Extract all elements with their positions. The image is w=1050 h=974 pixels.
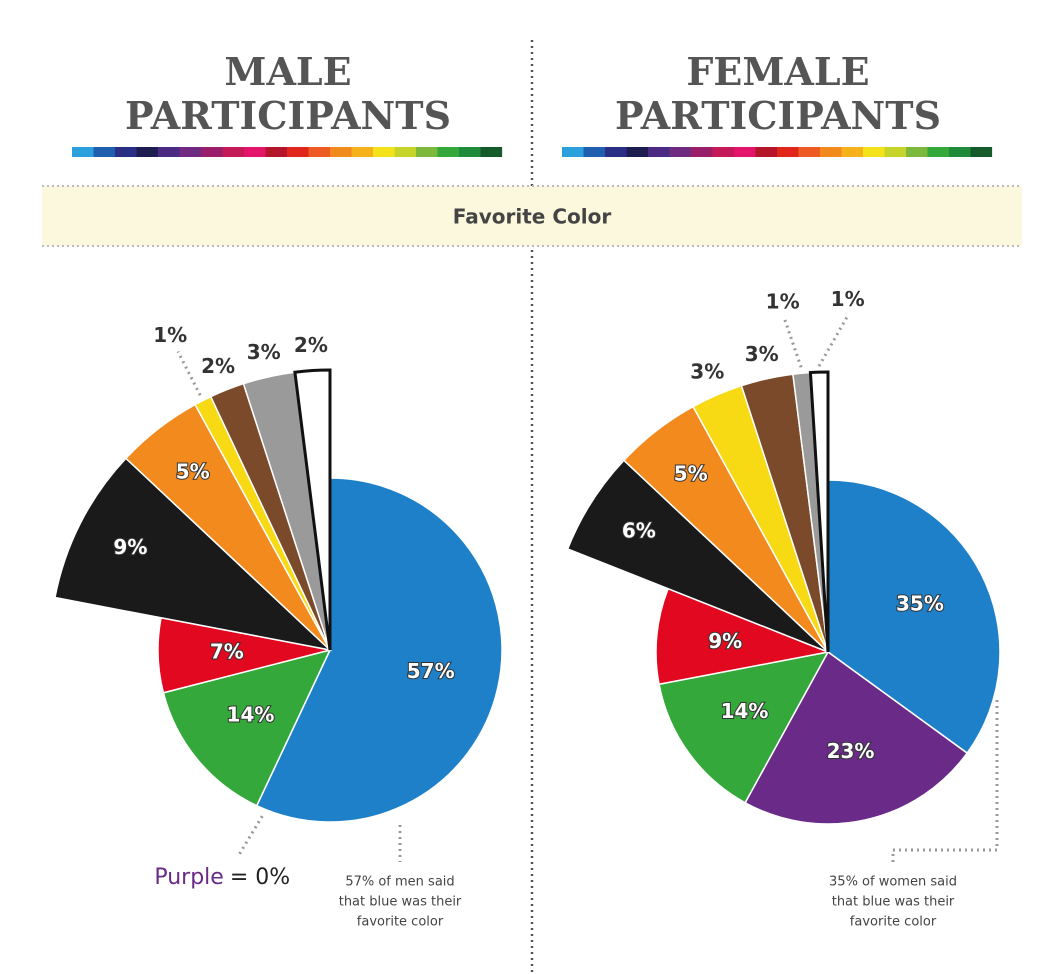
rainbow-bar	[373, 147, 395, 157]
note-text: that blue was their	[832, 895, 955, 910]
rainbow-bar	[330, 147, 352, 157]
pie-slice	[54, 457, 333, 652]
value-label: 5%	[674, 462, 708, 486]
category-label: Purple	[154, 865, 223, 890]
rainbow-bar	[351, 147, 374, 157]
rainbow-bar	[605, 147, 627, 157]
value-label: 1%	[831, 287, 865, 311]
rainbow-bar	[308, 147, 331, 157]
value-label: 3%	[247, 340, 281, 364]
rainbow-bar	[841, 147, 864, 157]
value-label: 35%	[896, 592, 944, 616]
value-label: 57%	[407, 659, 455, 683]
pie-slice	[655, 587, 831, 686]
rainbow-bar	[626, 147, 649, 157]
pie-slice	[827, 479, 1001, 755]
note-text: favorite color	[850, 915, 937, 930]
chart-title: MALE PARTICIPANTS	[124, 49, 452, 138]
rainbow-bar	[93, 147, 116, 157]
note-text: favorite color	[357, 915, 444, 930]
value-label: 2%	[201, 354, 235, 378]
rainbow-bar	[884, 147, 907, 157]
rainbow-bar	[136, 147, 159, 157]
category-note: Purple = 0%	[154, 865, 290, 890]
pie-slice	[293, 368, 332, 651]
rainbow-bar	[755, 147, 778, 157]
pie-slice	[162, 648, 332, 807]
pie-slice	[808, 370, 830, 653]
value-label: 3%	[745, 342, 779, 366]
rainbow-bar	[669, 147, 692, 157]
rainbow-bar	[72, 147, 94, 157]
rainbow-bar	[179, 147, 202, 157]
rainbow-bar	[244, 147, 266, 157]
note-text: 57% of men said	[345, 875, 454, 890]
banner-bg	[42, 186, 1022, 246]
pie-slice	[255, 477, 503, 823]
rainbow-bar	[906, 147, 928, 157]
rainbow-bar	[287, 147, 309, 157]
note-text: that blue was their	[339, 895, 462, 910]
rainbow-bar	[734, 147, 756, 157]
rainbow-bar	[691, 147, 713, 157]
value-label: 14%	[721, 699, 769, 723]
rainbow-bar	[158, 147, 180, 157]
banner-text: Favorite Color	[453, 205, 612, 229]
rainbow-bar	[777, 147, 799, 157]
rainbow-bar	[798, 147, 821, 157]
rainbow-bar	[648, 147, 670, 157]
value-label: = 0%	[230, 865, 290, 890]
rainbow-bar	[949, 147, 971, 157]
rainbow-bar	[583, 147, 606, 157]
rainbow-bar	[970, 147, 993, 157]
value-label: 1%	[153, 323, 187, 347]
leader-line	[783, 319, 803, 368]
rainbow-bar	[480, 147, 503, 157]
value-label: 3%	[690, 360, 724, 384]
rainbow-bar	[394, 147, 417, 157]
leader-line	[236, 815, 264, 857]
pie-slice	[744, 650, 969, 825]
value-label: 5%	[176, 460, 210, 484]
rainbow-bar	[562, 147, 584, 157]
rainbow-bar	[820, 147, 842, 157]
rainbow-bar	[222, 147, 245, 157]
leader-line	[817, 316, 849, 367]
value-label: 7%	[210, 640, 244, 664]
note-text: 35% of women said	[829, 875, 957, 890]
value-label: 2%	[294, 333, 328, 357]
leader-line	[176, 350, 202, 396]
value-label: 9%	[708, 629, 742, 653]
rainbow-bar	[712, 147, 735, 157]
value-label: 1%	[766, 289, 800, 313]
chart-title: FEMALE PARTICIPANTS	[614, 49, 942, 138]
rainbow-bar	[863, 147, 885, 157]
value-label: 9%	[113, 535, 147, 559]
rainbow-bar	[416, 147, 438, 157]
value-label: 23%	[827, 739, 875, 763]
rainbow-bar	[201, 147, 223, 157]
value-label: 14%	[227, 702, 275, 726]
rainbow-bar	[265, 147, 288, 157]
pie-slice	[658, 650, 830, 804]
rainbow-bar	[927, 147, 950, 157]
rainbow-bar	[437, 147, 460, 157]
rainbow-bar	[115, 147, 137, 157]
value-label: 6%	[622, 518, 656, 542]
rainbow-bar	[459, 147, 481, 157]
